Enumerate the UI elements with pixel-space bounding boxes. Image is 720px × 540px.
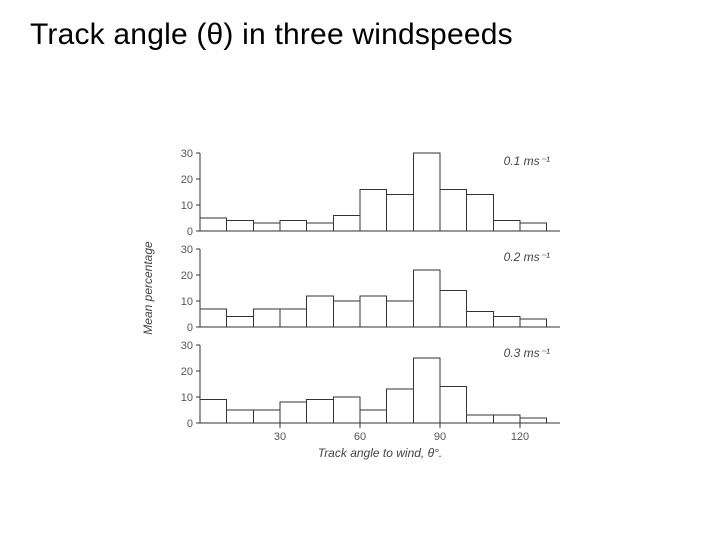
histogram-bar (467, 415, 494, 423)
x-tick-label: 30 (274, 431, 286, 443)
slide: Track angle (θ) in three windspeeds Mean… (0, 0, 720, 540)
panel-label: 0.3 ms⁻¹ (504, 346, 550, 360)
y-tick-label: 30 (181, 148, 193, 160)
histogram-bar (413, 153, 440, 231)
histogram-bar (493, 415, 520, 423)
histogram-bar (333, 397, 360, 423)
x-tick-label: 90 (434, 431, 446, 443)
track-angle-chart: Mean percentage 0 10 20 30 0.1 ms⁻¹ 0 10 20 30 0.2… (140, 145, 590, 475)
histogram-bar (387, 389, 414, 423)
histogram-bar (333, 215, 360, 231)
x-axis-title: Track angle to wind, θ°. (318, 446, 442, 460)
y-tick-label: 30 (181, 340, 193, 352)
histogram-bar (493, 317, 520, 327)
histogram-bar (280, 221, 307, 231)
histogram-bar (253, 223, 280, 231)
page-title: Track angle (θ) in three windspeeds (30, 18, 513, 52)
histogram-bar (440, 291, 467, 327)
histogram-bar (520, 418, 547, 423)
histogram-bar (253, 410, 280, 423)
y-tick-label: 0 (187, 226, 193, 238)
histogram-bar (520, 223, 547, 231)
y-tick-label: 10 (181, 296, 193, 308)
y-tick-label: 0 (187, 322, 193, 334)
histogram-bar (493, 221, 520, 231)
histogram-bar (360, 189, 387, 231)
y-tick-label: 10 (181, 200, 193, 212)
histogram-bar (467, 195, 494, 231)
histogram-bar (200, 309, 227, 327)
histogram-bar (360, 410, 387, 423)
histogram-bar (440, 387, 467, 423)
histogram-bar (253, 309, 280, 327)
histogram-bar (227, 221, 254, 231)
y-tick-label: 10 (181, 392, 193, 404)
histogram-bar (440, 189, 467, 231)
histogram-bar (280, 309, 307, 327)
histogram-bar (413, 270, 440, 327)
histogram-bar (200, 400, 227, 423)
x-tick-label: 60 (354, 431, 366, 443)
histogram-bar (307, 400, 334, 423)
y-tick-label: 20 (181, 366, 193, 378)
histogram-bar (227, 410, 254, 423)
histogram-bar (360, 296, 387, 327)
y-tick-label: 20 (181, 270, 193, 282)
y-tick-label: 0 (187, 418, 193, 430)
histogram-bar (307, 223, 334, 231)
panel-label: 0.1 ms⁻¹ (504, 154, 550, 168)
histogram-bar (467, 311, 494, 327)
histogram-bar (413, 358, 440, 423)
panel-label: 0.2 ms⁻¹ (504, 250, 550, 264)
histogram-bar (227, 317, 254, 327)
y-tick-label: 30 (181, 244, 193, 256)
y-axis-title: Mean percentage (141, 241, 155, 335)
histogram-bar (200, 218, 227, 231)
histogram-bar (307, 296, 334, 327)
histogram-bar (333, 301, 360, 327)
histogram-bar (280, 402, 307, 423)
histogram-bar (520, 319, 547, 327)
histogram-bar (387, 195, 414, 231)
chart-svg: Mean percentage 0 10 20 30 0.1 ms⁻¹ 0 10 20 30 0.2… (140, 145, 590, 475)
x-tick-label: 120 (511, 431, 529, 443)
y-tick-label: 20 (181, 174, 193, 186)
histogram-bar (387, 301, 414, 327)
